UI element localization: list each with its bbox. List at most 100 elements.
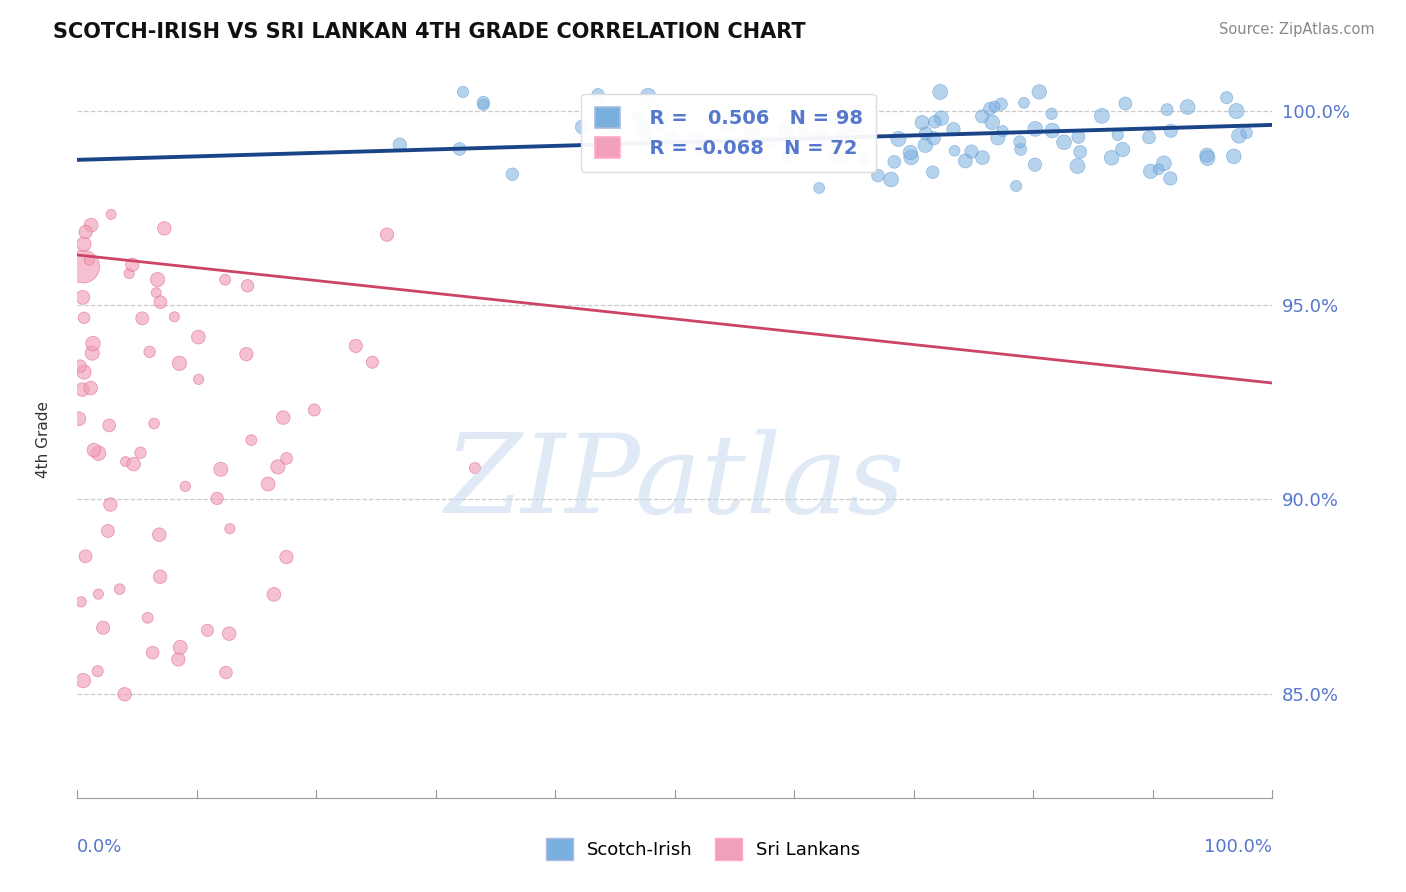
Point bbox=[1139, 164, 1161, 178]
Point bbox=[205, 491, 228, 506]
Point bbox=[114, 454, 136, 468]
Point bbox=[744, 141, 766, 155]
Point bbox=[121, 258, 143, 272]
Point bbox=[636, 127, 658, 141]
Point bbox=[785, 137, 807, 152]
Point bbox=[100, 498, 122, 512]
Point bbox=[827, 115, 849, 129]
Point bbox=[825, 149, 848, 163]
Point bbox=[586, 87, 609, 102]
Point bbox=[837, 149, 859, 163]
Point bbox=[472, 95, 495, 110]
Point bbox=[153, 221, 176, 235]
Point bbox=[571, 120, 593, 134]
Point bbox=[827, 134, 849, 148]
Point bbox=[276, 451, 298, 466]
Point bbox=[75, 225, 97, 239]
Point bbox=[900, 150, 922, 164]
Point bbox=[807, 129, 830, 144]
Point bbox=[73, 365, 96, 379]
Point bbox=[592, 145, 614, 160]
Point bbox=[1223, 149, 1246, 163]
Point bbox=[174, 479, 197, 493]
Point bbox=[1227, 128, 1250, 143]
Point bbox=[129, 446, 152, 460]
Point bbox=[717, 117, 740, 131]
Text: 4th Grade: 4th Grade bbox=[37, 401, 51, 478]
Point bbox=[240, 433, 263, 447]
Point bbox=[197, 624, 219, 638]
Point bbox=[145, 285, 167, 300]
Point bbox=[83, 443, 105, 458]
Point bbox=[1010, 143, 1032, 157]
Point bbox=[887, 132, 910, 146]
Point bbox=[72, 673, 94, 688]
Point bbox=[146, 272, 169, 286]
Point bbox=[87, 587, 110, 601]
Point bbox=[637, 88, 659, 103]
Point bbox=[87, 446, 110, 460]
Point bbox=[263, 587, 285, 601]
Text: ZIPatlas: ZIPatlas bbox=[444, 429, 905, 536]
Point bbox=[1156, 103, 1178, 117]
Point bbox=[75, 549, 97, 564]
Point bbox=[72, 383, 94, 397]
Point bbox=[97, 524, 120, 538]
Point bbox=[70, 595, 93, 609]
Point bbox=[1053, 135, 1076, 149]
Point bbox=[1107, 128, 1129, 142]
Point bbox=[118, 267, 141, 281]
Point bbox=[922, 131, 945, 145]
Point bbox=[149, 295, 172, 310]
Point bbox=[972, 151, 994, 165]
Point bbox=[970, 109, 993, 123]
Point bbox=[138, 344, 160, 359]
Point bbox=[451, 85, 474, 99]
Text: SCOTCH-IRISH VS SRI LANKAN 4TH GRADE CORRELATION CHART: SCOTCH-IRISH VS SRI LANKAN 4TH GRADE COR… bbox=[53, 22, 806, 42]
Point bbox=[880, 172, 903, 186]
Point bbox=[633, 120, 655, 134]
Point bbox=[1012, 95, 1035, 110]
Point bbox=[1147, 162, 1170, 177]
Point bbox=[914, 126, 936, 140]
Point bbox=[72, 260, 94, 274]
Point bbox=[187, 330, 209, 344]
Point bbox=[501, 167, 523, 181]
Point bbox=[898, 145, 921, 160]
Point bbox=[1005, 179, 1028, 194]
Text: Source: ZipAtlas.com: Source: ZipAtlas.com bbox=[1219, 22, 1375, 37]
Point bbox=[215, 665, 238, 680]
Point bbox=[1177, 100, 1199, 114]
Point bbox=[304, 403, 326, 417]
Point bbox=[80, 218, 103, 232]
Point bbox=[136, 611, 159, 625]
Point bbox=[1040, 107, 1063, 121]
Point bbox=[149, 570, 172, 584]
Point bbox=[924, 115, 946, 129]
Point bbox=[603, 120, 626, 134]
Point bbox=[661, 130, 683, 145]
Point bbox=[108, 582, 131, 596]
Point bbox=[361, 355, 384, 369]
Point bbox=[235, 347, 257, 361]
Point bbox=[449, 142, 471, 156]
Point bbox=[271, 410, 294, 425]
Point bbox=[388, 137, 411, 152]
Point bbox=[983, 100, 1005, 114]
Point bbox=[1197, 151, 1219, 165]
Point bbox=[1137, 130, 1160, 145]
Point bbox=[1066, 159, 1088, 173]
Point bbox=[73, 310, 96, 325]
Point bbox=[758, 134, 780, 148]
Point bbox=[236, 278, 259, 293]
Point bbox=[72, 290, 94, 304]
Point bbox=[690, 144, 713, 158]
Point bbox=[942, 122, 965, 136]
Point bbox=[267, 459, 290, 474]
Point bbox=[979, 102, 1001, 116]
Point bbox=[142, 646, 165, 660]
Point bbox=[745, 103, 768, 118]
Point bbox=[67, 411, 90, 425]
Point bbox=[960, 145, 983, 159]
Point bbox=[929, 111, 952, 125]
